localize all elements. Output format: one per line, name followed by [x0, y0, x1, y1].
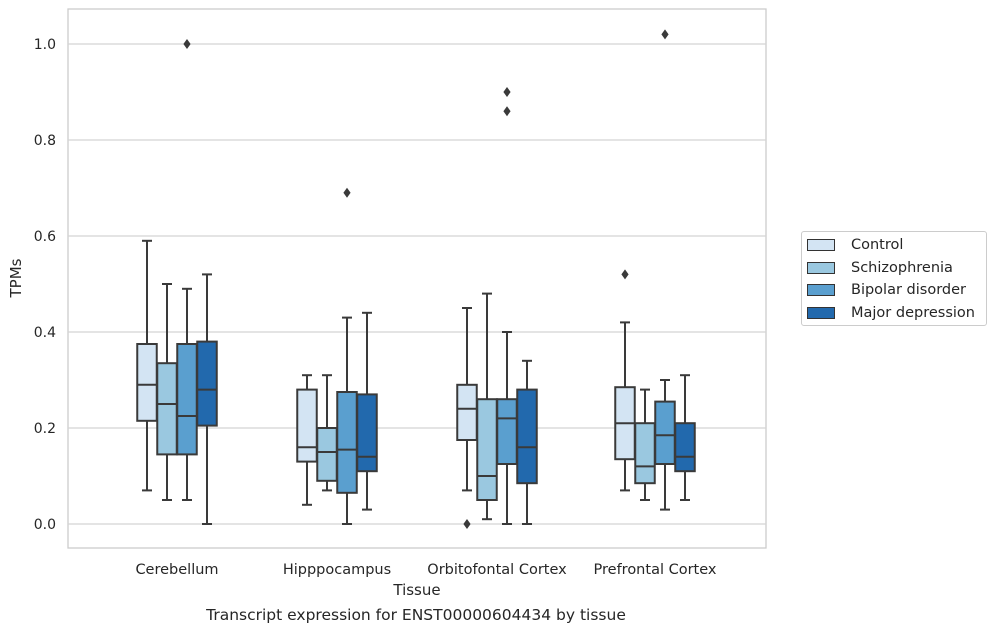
legend-label: Schizophrenia — [851, 260, 953, 276]
chart-caption: Transcript expression for ENST0000060443… — [206, 606, 626, 624]
boxes — [136, 29, 696, 529]
box-major-depression — [516, 359, 538, 525]
iqr-box — [156, 362, 178, 456]
legend-item-control: Control — [807, 236, 903, 254]
legend-label: Major depression — [851, 305, 975, 321]
x-tick-label: Prefrontal Cortex — [594, 562, 717, 578]
outlier-point — [463, 519, 471, 529]
iqr-box — [136, 343, 158, 422]
iqr-box — [634, 422, 656, 485]
box-control — [614, 269, 636, 492]
iqr-box — [496, 398, 518, 466]
y-tick-label: 0.8 — [34, 133, 56, 149]
box-major-depression — [674, 374, 696, 501]
box-schizophrenia — [634, 388, 656, 501]
box-major-depression — [196, 273, 218, 525]
legend-label: Bipolar disorder — [851, 282, 966, 298]
box-schizophrenia — [316, 374, 338, 492]
legend-label: Control — [851, 237, 904, 253]
plot-area — [67, 8, 767, 549]
iqr-box — [456, 383, 478, 441]
y-tick-label: 0.2 — [34, 421, 56, 437]
y-tick-label: 0.0 — [34, 517, 56, 533]
box-control — [456, 307, 478, 529]
iqr-box — [516, 388, 538, 485]
iqr-box — [654, 400, 676, 466]
x-tick-labels: Cerebellum Hipppocampus Orbitofontal Corte… — [135, 562, 716, 578]
box-control — [296, 374, 318, 506]
legend-swatch — [807, 262, 835, 274]
y-tick-label: 1.0 — [34, 37, 56, 53]
y-axis-label: TPMs — [7, 258, 25, 298]
box-schizophrenia — [156, 283, 178, 501]
y-tick-labels: 0.0 0.2 0.4 0.6 0.8 1.0 — [34, 37, 56, 533]
legend-item-major-depression: Major depression — [807, 304, 975, 322]
legend-item-bipolar-disorder: Bipolar disorder — [807, 281, 966, 299]
x-tick-label: Hipppocampus — [283, 562, 391, 578]
outlier-point — [661, 29, 669, 40]
box-bipolar-disorder — [496, 87, 518, 525]
box-schizophrenia — [476, 292, 498, 521]
box-major-depression — [356, 311, 378, 511]
outlier-point — [343, 187, 351, 198]
legend-swatch — [807, 239, 835, 251]
y-tick-label: 0.4 — [34, 325, 56, 341]
outlier-point — [503, 87, 511, 97]
outlier-point — [183, 39, 191, 49]
iqr-box — [316, 427, 338, 482]
box-bipolar-disorder — [336, 187, 358, 525]
outlier-point — [621, 269, 629, 280]
iqr-box — [336, 391, 358, 494]
x-tick-label: Orbitofontal Cortex — [427, 562, 567, 578]
box-control — [136, 239, 158, 492]
box-bipolar-disorder — [654, 29, 676, 511]
legend-swatch — [807, 307, 835, 319]
outlier-point — [503, 106, 511, 117]
x-axis-label: Tissue — [392, 581, 440, 599]
legend-item-schizophrenia: Schizophrenia — [807, 259, 953, 277]
iqr-box — [476, 398, 498, 502]
iqr-box — [356, 393, 378, 473]
iqr-box — [196, 340, 218, 427]
y-tick-label: 0.6 — [34, 229, 56, 245]
legend-swatch — [807, 284, 835, 296]
iqr-box — [674, 422, 696, 473]
iqr-box — [176, 343, 198, 456]
x-tick-label: Cerebellum — [135, 562, 218, 578]
legend: Control Schizophrenia Bipolar disorder M… — [801, 231, 987, 326]
iqr-box — [296, 388, 318, 463]
